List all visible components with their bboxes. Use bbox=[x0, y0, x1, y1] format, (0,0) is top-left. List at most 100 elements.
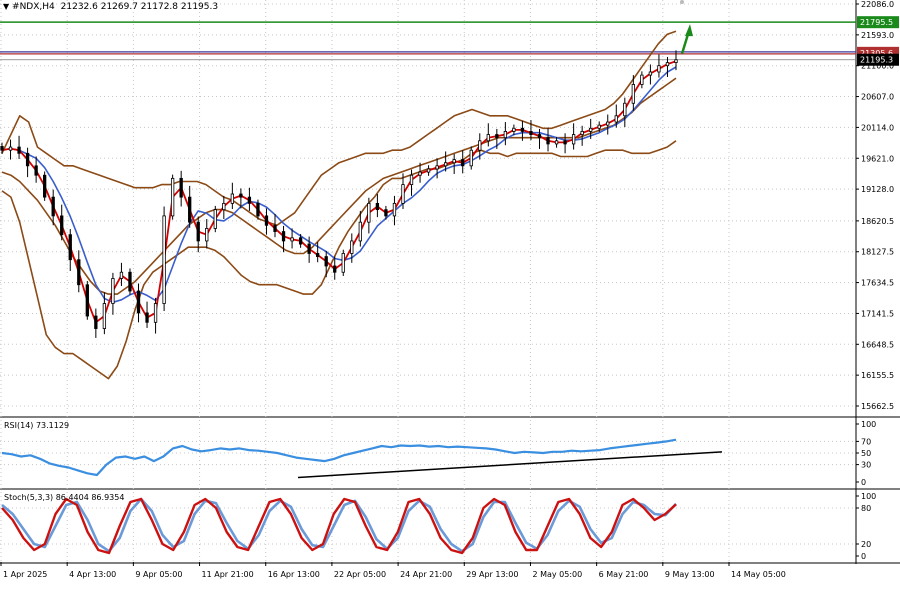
price-tick-label: 17634.5 bbox=[861, 279, 894, 288]
candle bbox=[358, 210, 362, 247]
candle bbox=[205, 219, 209, 249]
candle bbox=[571, 123, 576, 150]
candle-body bbox=[239, 193, 243, 198]
candle-body bbox=[546, 137, 550, 145]
candle bbox=[77, 250, 81, 293]
candle-body bbox=[162, 215, 166, 304]
candle-body bbox=[111, 278, 115, 304]
candle-body bbox=[34, 165, 38, 176]
trend-arrow-shaft bbox=[680, 33, 690, 55]
price-tick-label: 19128.0 bbox=[861, 185, 894, 194]
rsi-tick-label: 100 bbox=[861, 420, 876, 429]
candle-body bbox=[537, 134, 542, 139]
candle-body bbox=[631, 84, 635, 104]
candle-body bbox=[606, 121, 610, 126]
price-label-bid: 21195.3 bbox=[860, 56, 893, 65]
candle bbox=[631, 75, 635, 111]
candle-body bbox=[426, 168, 431, 173]
candle bbox=[128, 268, 132, 295]
candle bbox=[51, 189, 55, 226]
candle bbox=[341, 249, 345, 276]
candle-body bbox=[495, 134, 499, 139]
x-tick-label: 14 May 05:00 bbox=[731, 570, 786, 579]
candle-body bbox=[324, 256, 328, 267]
candle bbox=[426, 165, 431, 176]
candle-body bbox=[25, 152, 30, 167]
candle-body bbox=[392, 202, 397, 217]
shift-marker bbox=[680, 0, 684, 4]
candle bbox=[281, 225, 286, 253]
candle-body bbox=[418, 171, 422, 176]
candle bbox=[60, 204, 64, 241]
candle-body bbox=[196, 221, 200, 242]
candle-body bbox=[452, 159, 456, 164]
stoch-title: Stoch(5,3,3) 86.4404 86.9354 bbox=[4, 493, 124, 502]
candle bbox=[8, 139, 13, 160]
candle bbox=[495, 128, 499, 149]
candle bbox=[85, 280, 89, 320]
dropdown-arrow-icon[interactable]: ▼ bbox=[3, 2, 10, 11]
candle-body bbox=[68, 234, 72, 261]
price-label-box bbox=[857, 53, 899, 66]
candle-body bbox=[623, 102, 627, 117]
candle-body bbox=[486, 134, 490, 142]
x-tick-label: 29 Apr 13:00 bbox=[466, 570, 518, 579]
candle bbox=[469, 146, 473, 170]
candle bbox=[520, 120, 525, 141]
candle-body bbox=[435, 165, 439, 170]
bollinger-lower bbox=[1, 140, 677, 380]
price-label-box bbox=[857, 16, 899, 29]
candle bbox=[102, 292, 107, 335]
candle-body bbox=[614, 115, 618, 123]
candle-body bbox=[60, 215, 64, 236]
candle bbox=[648, 64, 653, 85]
candle bbox=[367, 197, 371, 234]
candle-body bbox=[358, 221, 362, 242]
candle bbox=[145, 301, 149, 328]
candle bbox=[94, 308, 98, 338]
candle bbox=[503, 122, 508, 146]
candle-body bbox=[665, 62, 670, 67]
trend-arrow-head bbox=[685, 24, 693, 37]
stoch-tick-label: 0 bbox=[861, 552, 866, 561]
candle bbox=[443, 151, 448, 172]
candle bbox=[179, 170, 183, 207]
candle-body bbox=[657, 65, 661, 73]
candle-body bbox=[153, 303, 158, 323]
candle-body bbox=[350, 240, 354, 254]
price-tick-label: 16155.5 bbox=[861, 371, 894, 380]
rsi-tick-label: 70 bbox=[861, 437, 871, 446]
candle-body bbox=[520, 127, 525, 132]
price-tick-label: 20607.0 bbox=[861, 93, 894, 102]
candle-body bbox=[256, 202, 260, 217]
candle bbox=[119, 262, 124, 286]
price-tick-label: 18127.5 bbox=[861, 248, 894, 257]
price-tick-label: 21100.0 bbox=[861, 62, 894, 71]
candle-body bbox=[529, 131, 533, 135]
rsi-trendline bbox=[297, 451, 723, 479]
candle bbox=[529, 120, 533, 141]
candle bbox=[350, 233, 354, 263]
candle-body bbox=[85, 284, 89, 317]
rsi-line bbox=[1, 438, 677, 477]
candle-body bbox=[461, 159, 465, 167]
candle bbox=[256, 199, 260, 220]
candle-body bbox=[443, 162, 448, 167]
candle bbox=[17, 135, 21, 159]
candle bbox=[401, 173, 405, 210]
x-tick-label: 6 May 21:00 bbox=[599, 570, 649, 579]
candle-body bbox=[469, 149, 473, 167]
candle-body bbox=[94, 315, 98, 329]
x-tick-label: 9 May 13:00 bbox=[665, 570, 715, 579]
candle bbox=[563, 133, 567, 154]
candle-body bbox=[401, 184, 405, 204]
price-label-resistance: 21795.5 bbox=[860, 18, 893, 27]
price-tick-label: 19621.0 bbox=[861, 154, 894, 163]
candle bbox=[111, 272, 115, 315]
candle-body bbox=[554, 140, 559, 145]
candle-body bbox=[367, 202, 371, 223]
rsi-title: RSI(14) 73.1129 bbox=[4, 421, 69, 430]
price-tick-label: 16648.5 bbox=[861, 340, 894, 349]
